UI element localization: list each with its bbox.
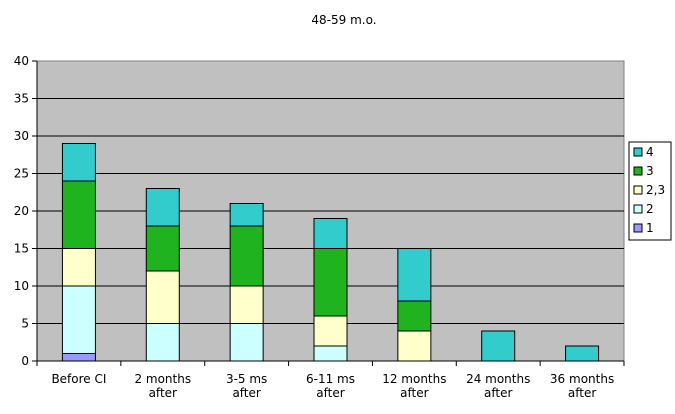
x-tick-label: 12 months after [382, 372, 446, 400]
bar-segment-4 [565, 345, 600, 362]
bar-segment-4 [145, 188, 180, 227]
legend-label: 2 [646, 202, 654, 216]
gridlines [37, 98, 624, 324]
x-tick-label: 2 months after [134, 372, 191, 400]
y-tick-label: 10 [14, 279, 29, 293]
y-tick-label: 0 [21, 354, 29, 368]
bar-segment-2 [313, 345, 348, 362]
legend-swatch [633, 223, 643, 233]
bar-segment-3 [229, 225, 264, 287]
legend-swatch [633, 204, 643, 214]
legend-label: 4 [646, 145, 654, 159]
x-tick-label: 6-11 ms after [306, 372, 355, 400]
bar-segment-4 [229, 203, 264, 227]
bar-segment-3 [313, 248, 348, 317]
legend: 4 3 2,3 2 1 [628, 141, 672, 241]
y-tick-label: 20 [14, 204, 29, 218]
x-tick-label: 24 months after [466, 372, 530, 400]
x-tick-label: 36 months after [550, 372, 614, 400]
y-tick-label: 15 [14, 242, 29, 256]
legend-swatch [633, 166, 643, 176]
bar-segment-4 [397, 248, 432, 302]
y-tick-label: 40 [14, 54, 29, 68]
axes: 0 5 10 15 20 25 30 35 40 Before CI 2 months after 3-… [14, 54, 625, 400]
bar-segment-4 [61, 143, 96, 182]
bar-segment-4 [313, 218, 348, 249]
x-tick-label: Before CI [51, 372, 106, 386]
bars [61, 143, 600, 362]
bar-segment-2-3 [61, 248, 96, 287]
bar-segment-3 [145, 225, 180, 272]
y-tick-label: 5 [21, 317, 29, 331]
bar-segment-2 [61, 285, 96, 354]
y-tick-label: 30 [14, 129, 29, 143]
bar-segment-3 [61, 180, 96, 249]
legend-label: 1 [646, 221, 654, 235]
bar-segment-2-3 [313, 315, 348, 347]
x-tick-label: 3-5 ms after [226, 372, 267, 400]
y-tick-label: 25 [14, 167, 29, 181]
bar-segment-2 [145, 323, 180, 362]
bar-segment-2 [229, 323, 264, 362]
legend-label: 3 [646, 164, 654, 178]
legend-label: 2,3 [646, 183, 665, 197]
legend-swatch [633, 185, 643, 195]
bar-segment-4 [481, 330, 516, 362]
legend-swatch [633, 147, 643, 157]
y-tick-label: 35 [14, 92, 29, 106]
chart-title: 48-59 m.o. [311, 13, 376, 27]
bar-segment-2-3 [145, 270, 180, 324]
bar-segment-2-3 [397, 330, 432, 362]
bar-segment-1 [61, 353, 96, 362]
bar-segment-3 [397, 300, 432, 332]
bar-segment-2-3 [229, 285, 264, 324]
